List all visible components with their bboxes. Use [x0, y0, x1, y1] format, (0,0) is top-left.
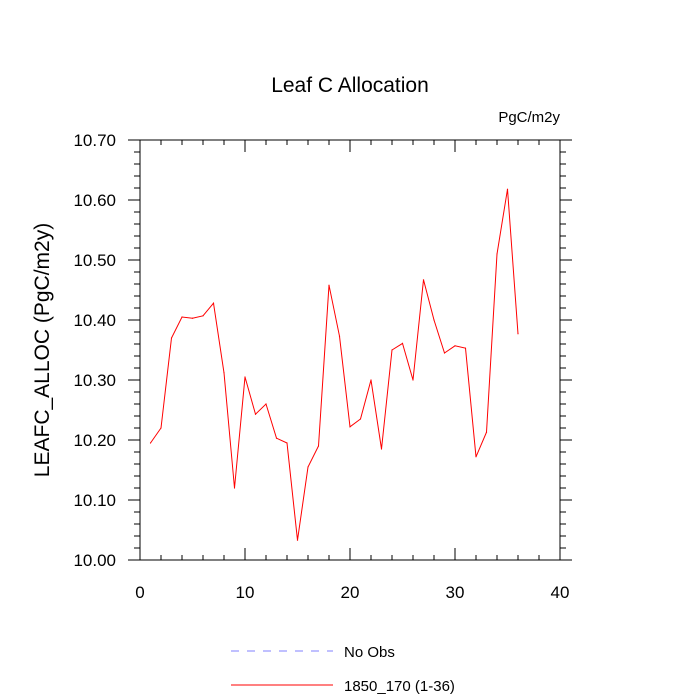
data-point [433, 319, 435, 321]
data-point [485, 431, 488, 433]
data-point [401, 342, 404, 344]
y-tick-label: 10.60 [73, 191, 116, 210]
units-label: PgC/m2y [498, 109, 560, 126]
x-tick-label: 0 [135, 583, 144, 602]
y-tick-label: 10.30 [73, 371, 116, 390]
data-point [464, 347, 467, 349]
data-point [286, 442, 288, 444]
data-point [233, 487, 236, 489]
y-tick-label: 10.00 [73, 551, 116, 570]
data-point [202, 315, 204, 317]
data-point [359, 418, 362, 420]
data-point [307, 466, 309, 468]
data-point [338, 335, 341, 337]
legend-label: 1850_170 (1-36) [344, 678, 455, 695]
data-point [149, 442, 152, 444]
y-axis-label: LEAFC_ALLOC (PgC/m2y) [31, 223, 54, 477]
data-point [454, 345, 456, 347]
data-point [212, 302, 215, 304]
tick-labels: 0 10 20 30 40 10.00 10.10 10.20 10.30 10.40 10.50 1… [73, 131, 569, 602]
plot-frame [139, 139, 561, 561]
data-point [160, 427, 162, 429]
data-point [275, 437, 278, 439]
chart-title: Leaf C Allocation [271, 74, 429, 97]
series-lines [149, 188, 519, 541]
data-point [475, 456, 477, 458]
legend-label: No Obs [344, 644, 395, 661]
y-tick-label: 10.50 [73, 251, 116, 270]
x-tick-label: 40 [551, 583, 570, 602]
data-point [349, 426, 351, 428]
data-point [265, 403, 267, 405]
y-tick-label: 10.20 [73, 431, 116, 450]
data-point [506, 188, 509, 190]
axis-ticks [128, 139, 572, 561]
data-point [254, 413, 257, 415]
data-point [380, 448, 383, 450]
data-point [517, 333, 519, 335]
data-point [191, 317, 194, 319]
y-tick-label: 10.40 [73, 311, 116, 330]
data-point [170, 337, 173, 339]
x-tick-label: 20 [341, 583, 360, 602]
y-tick-label: 10.70 [73, 131, 116, 150]
x-tick-label: 10 [236, 583, 255, 602]
data-point [328, 284, 330, 286]
data-point [370, 379, 372, 381]
legend: No Obs 1850_170 (1-36) [231, 644, 455, 695]
data-point [496, 253, 498, 255]
data-point [223, 372, 225, 374]
data-point [391, 349, 393, 351]
series-line [150, 189, 519, 541]
data-point [244, 376, 246, 378]
data-point [443, 352, 446, 354]
data-point [412, 379, 414, 381]
x-tick-label: 30 [446, 583, 465, 602]
data-point [317, 445, 320, 447]
y-tick-label: 10.10 [73, 491, 116, 510]
data-point [296, 539, 299, 541]
data-point [422, 279, 425, 281]
data-point [181, 316, 183, 318]
